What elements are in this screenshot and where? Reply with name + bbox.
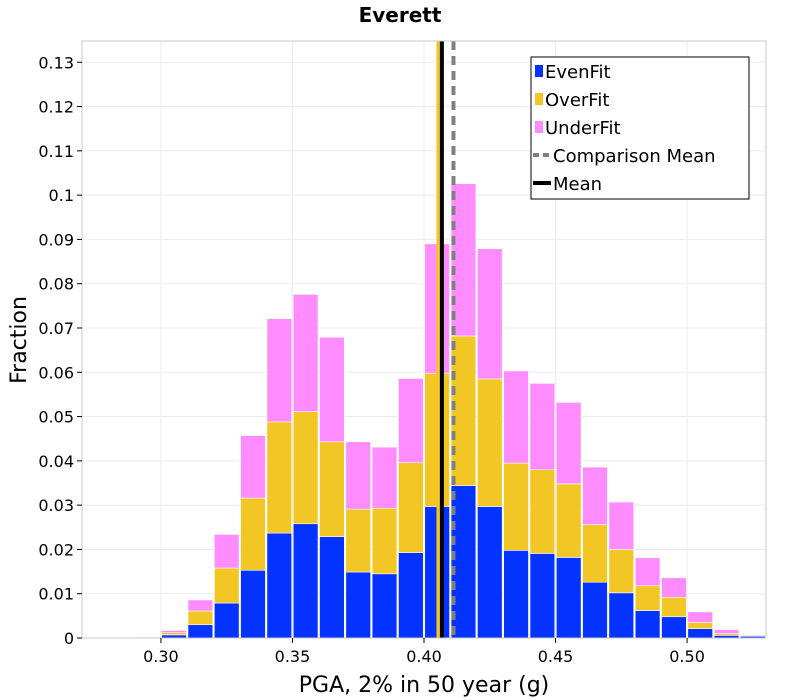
bar-evenfit-bin-16: [503, 550, 529, 639]
x-axis-title: PGA, 2% in 50 year (g): [299, 673, 550, 698]
legend-label-underfit: UnderFit: [545, 118, 621, 139]
bar-evenfit-bin-5: [213, 602, 240, 639]
bar-evenfit-bin-20: [608, 592, 635, 639]
y-tick-label: 0.13: [38, 53, 74, 72]
bar-evenfit-bin-8: [292, 523, 319, 639]
bar-evenfit-bin-11: [371, 573, 398, 639]
legend-box: [530, 56, 750, 200]
bar-underfit-bin-25: [740, 634, 766, 637]
bar-underfit-bin-18: [555, 402, 582, 485]
y-tick-label: 0.07: [38, 319, 74, 338]
bar-underfit-bin-3: [161, 630, 187, 633]
y-tick-label: 0.12: [38, 98, 74, 117]
x-tick-label: 0.50: [669, 647, 705, 666]
y-tick-label: 0: [64, 629, 74, 648]
legend: EvenFit OverFit UnderFit Comparison Mean Mea…: [530, 56, 750, 200]
bar-overfit-bin-19: [582, 524, 608, 583]
bar-underfit-bin-10: [345, 441, 371, 510]
bar-underfit-bin-24: [713, 629, 740, 634]
bar-underfit-bin-21: [634, 557, 661, 587]
bar-evenfit-bin-21: [634, 610, 661, 639]
legend-swatch-overfit: [535, 93, 543, 105]
bar-evenfit-bin-22: [661, 616, 687, 639]
x-tick-label: 0.45: [538, 647, 574, 666]
legend-label-mean: Mean: [553, 174, 602, 195]
bar-underfit-bin-20: [608, 501, 635, 550]
bar-overfit-bin-22: [661, 596, 687, 618]
legend-label-evenfit: EvenFit: [545, 62, 611, 83]
bar-evenfit-bin-7: [266, 532, 293, 639]
bar-underfit-bin-11: [371, 446, 398, 509]
mean-lines: [436, 41, 456, 638]
y-tick-label: 0.01: [38, 585, 74, 604]
bar-underfit-bin-17: [529, 383, 556, 471]
bar-underfit-bin-19: [582, 466, 608, 525]
bar-underfit-bin-22: [661, 577, 687, 598]
legend-label-comparison-mean: Comparison Mean: [553, 146, 716, 167]
bar-evenfit-bin-9: [319, 536, 345, 639]
bar-underfit-bin-5: [213, 534, 240, 569]
legend-swatch-underfit: [535, 121, 543, 133]
bar-overfit-bin-16: [503, 462, 529, 551]
bar-underfit-bin-23: [687, 611, 713, 623]
bar-evenfit-bin-12: [398, 552, 424, 639]
bar-evenfit-bin-4: [187, 624, 214, 639]
bar-overfit-bin-4: [187, 610, 214, 626]
legend-label-overfit: OverFit: [545, 90, 609, 111]
bar-overfit-bin-12: [398, 462, 424, 553]
bar-overfit-bin-23: [687, 622, 713, 629]
bar-underfit-bin-6: [240, 435, 266, 499]
bar-underfit-bin-12: [398, 378, 424, 463]
bar-evenfit-bin-17: [529, 553, 556, 639]
bar-evenfit-bin-23: [687, 628, 713, 639]
bar-underfit-bin-4: [187, 599, 214, 612]
x-axis-ticks: 0.30 0.35 0.40 0.45 0.50: [143, 638, 705, 666]
x-tick-label: 0.35: [275, 647, 311, 666]
bar-underfit-bin-15: [477, 248, 503, 380]
y-tick-label: 0.02: [38, 540, 74, 559]
bar-underfit-bin-16: [503, 370, 529, 464]
bars: [135, 183, 766, 639]
bar-overfit-bin-3: [161, 632, 187, 636]
bar-underfit-bin-7: [266, 318, 293, 423]
bar-overfit-bin-11: [371, 507, 398, 575]
bar-overfit-bin-7: [266, 421, 293, 534]
y-tick-label: 0.1: [49, 186, 74, 205]
bar-overfit-bin-20: [608, 549, 635, 594]
y-tick-label: 0.09: [38, 230, 74, 249]
bar-overfit-bin-6: [240, 497, 266, 571]
y-tick-label: 0.03: [38, 496, 74, 515]
bar-overfit-bin-15: [477, 378, 503, 507]
legend-swatch-evenfit: [535, 65, 543, 77]
bar-overfit-bin-9: [319, 441, 345, 537]
bar-evenfit-bin-18: [555, 557, 582, 639]
bar-evenfit-bin-10: [345, 571, 371, 639]
bar-evenfit-bin-19: [582, 581, 608, 639]
bar-overfit-bin-17: [529, 469, 556, 554]
x-tick-label: 0.40: [406, 647, 442, 666]
chart-title: Everett: [359, 3, 442, 27]
x-tick-label: 0.30: [143, 647, 179, 666]
y-tick-label: 0.08: [38, 275, 74, 294]
y-tick-label: 0.11: [38, 142, 74, 161]
bar-evenfit-bin-15: [477, 506, 503, 639]
y-axis-ticks: 0 0.01 0.02 0.03 0.04 0.05 0.06 0.07 0.08 0.09 0.1…: [38, 53, 82, 648]
bar-evenfit-bin-6: [240, 569, 266, 639]
y-tick-label: 0.05: [38, 408, 74, 427]
bar-overfit-bin-18: [555, 483, 582, 558]
y-axis-title: Fraction: [7, 296, 32, 384]
bar-overfit-bin-21: [634, 585, 661, 611]
bar-underfit-bin-8: [292, 294, 319, 412]
bar-underfit-bin-9: [319, 336, 345, 443]
y-tick-label: 0.06: [38, 363, 74, 382]
bar-overfit-bin-10: [345, 508, 371, 573]
bar-overfit-bin-8: [292, 411, 319, 525]
y-tick-label: 0.04: [38, 452, 74, 471]
bar-overfit-bin-5: [213, 567, 240, 604]
